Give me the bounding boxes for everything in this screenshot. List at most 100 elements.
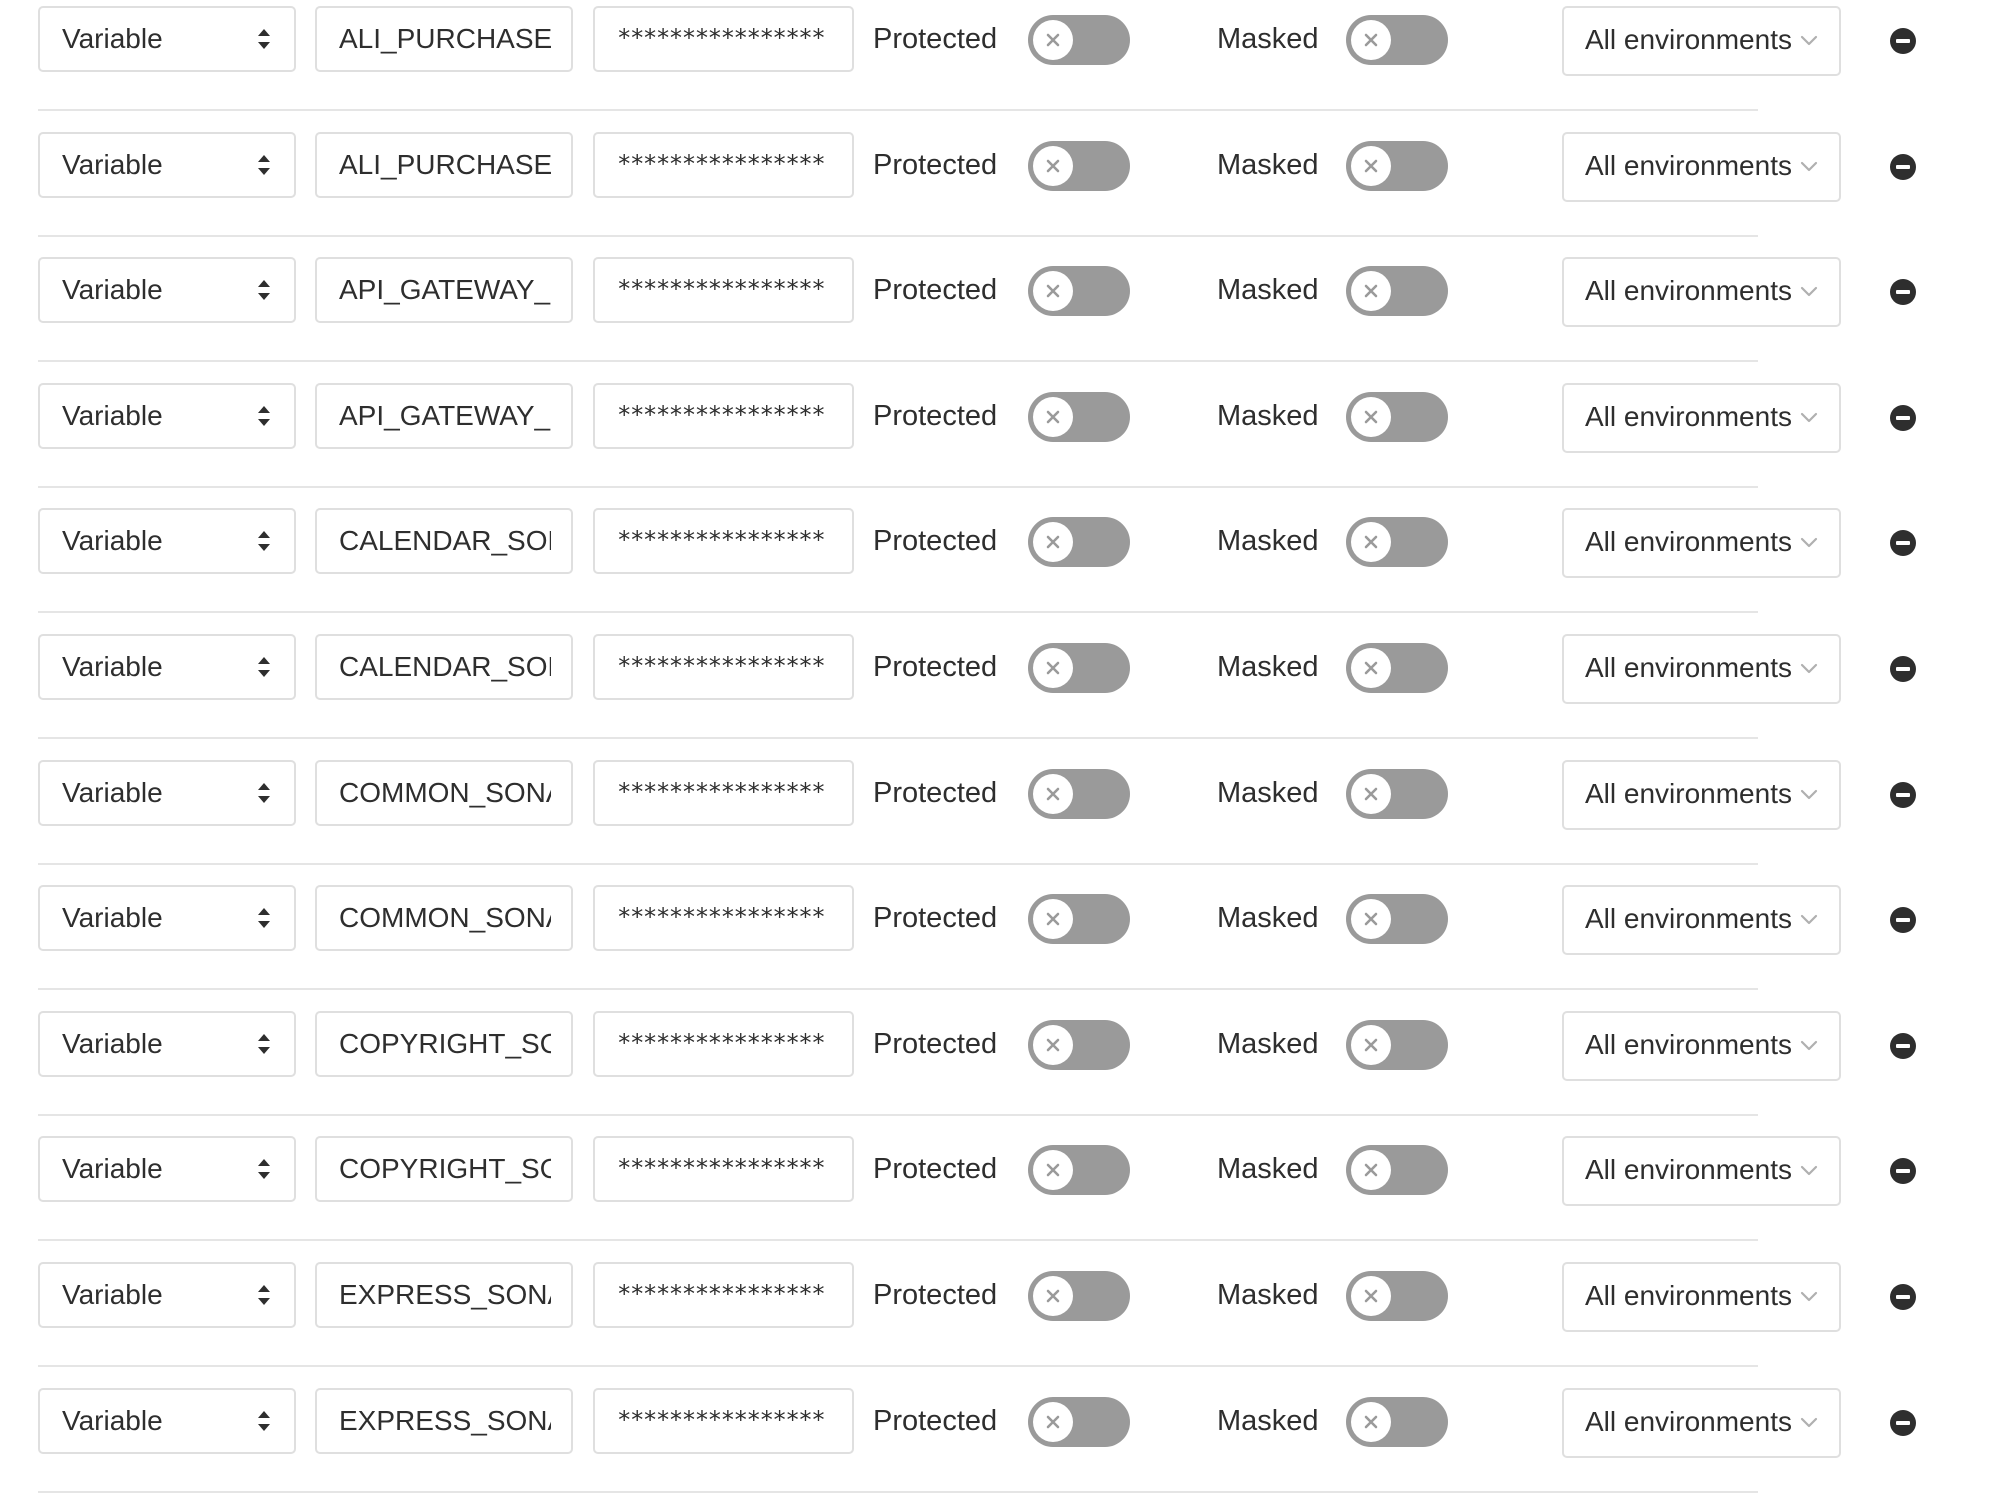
variable-type-select[interactable]: Variable <box>38 257 296 324</box>
masked-toggle[interactable] <box>1346 894 1448 945</box>
variable-type-select[interactable]: Variable <box>38 131 296 198</box>
protected-toggle[interactable] <box>1028 15 1130 65</box>
environment-scope-dropdown[interactable]: All environments <box>1562 257 1841 328</box>
variable-value-input[interactable]: **************** <box>593 382 854 449</box>
protected-toggle[interactable] <box>1028 642 1130 693</box>
variable-key-input[interactable]: ALI_PURCHASE_S <box>315 6 573 72</box>
variable-type-select[interactable]: Variable <box>38 382 296 449</box>
masked-toggle[interactable] <box>1346 266 1448 317</box>
environment-scope-dropdown[interactable]: All environments <box>1562 508 1841 579</box>
variable-value-input[interactable]: **************** <box>593 1261 854 1328</box>
variable-value-input[interactable]: **************** <box>593 1010 854 1077</box>
variable-type-select[interactable]: Variable <box>38 6 296 72</box>
remove-variable-button[interactable] <box>1890 655 1916 682</box>
environment-scope-dropdown[interactable]: All environments <box>1562 1136 1841 1207</box>
remove-variable-button[interactable] <box>1890 28 1916 54</box>
variable-type-select[interactable]: Variable <box>38 885 296 952</box>
variable-key-input[interactable]: EXPRESS_SONAI <box>315 1261 573 1328</box>
remove-variable-button[interactable] <box>1890 781 1916 808</box>
masked-toggle[interactable] <box>1346 517 1448 568</box>
masked-label: Masked <box>1217 902 1319 935</box>
variable-key-input[interactable]: COMMON_SONA <box>315 885 573 952</box>
protected-toggle[interactable] <box>1028 894 1130 945</box>
close-icon <box>1364 284 1378 298</box>
remove-variable-button[interactable] <box>1890 153 1916 180</box>
variable-key-value: ALI_PURCHASE_S <box>339 23 551 54</box>
sort-arrows-icon <box>258 1159 270 1180</box>
protected-toggle[interactable] <box>1028 1019 1130 1070</box>
variable-type-select[interactable]: Variable <box>38 1136 296 1203</box>
variable-key-input[interactable]: COPYRIGHT_SON <box>315 1136 573 1203</box>
chevron-down-icon <box>1800 1040 1818 1050</box>
close-icon <box>1046 536 1060 549</box>
protected-toggle[interactable] <box>1028 266 1130 317</box>
remove-variable-button[interactable] <box>1890 1283 1916 1310</box>
variable-key-input[interactable]: EXPRESS_SONAI <box>315 1387 573 1454</box>
variable-value-input[interactable]: **************** <box>593 885 854 952</box>
variable-key-input[interactable]: CALENDAR_SON <box>315 508 573 575</box>
variable-value-input[interactable]: **************** <box>593 6 854 72</box>
variable-type-select[interactable]: Variable <box>38 1387 296 1454</box>
masked-toggle[interactable] <box>1346 1396 1448 1447</box>
masked-toggle[interactable] <box>1346 391 1448 442</box>
masked-toggle[interactable] <box>1346 15 1448 65</box>
protected-toggle[interactable] <box>1028 1396 1130 1447</box>
toggle-knob <box>1033 522 1073 563</box>
variable-value-input[interactable]: **************** <box>593 1387 854 1454</box>
masked-toggle[interactable] <box>1346 642 1448 693</box>
variable-type-select[interactable]: Variable <box>38 633 296 700</box>
remove-variable-button[interactable] <box>1890 1032 1916 1059</box>
variable-row: Variable COPYRIGHT_SON **************** … <box>0 1005 2008 1131</box>
variable-key-input[interactable]: API_GATEWAY_SC <box>315 382 573 449</box>
protected-toggle[interactable] <box>1028 140 1130 191</box>
remove-variable-button[interactable] <box>1890 907 1916 934</box>
variable-type-select[interactable]: Variable <box>38 1010 296 1077</box>
variable-key-input[interactable]: ALI_PURCHASE_S <box>315 131 573 198</box>
masked-toggle[interactable] <box>1346 140 1448 191</box>
protected-toggle[interactable] <box>1028 1145 1130 1196</box>
masked-toggle[interactable] <box>1346 1145 1448 1196</box>
environment-scope-dropdown[interactable]: All environments <box>1562 131 1841 202</box>
environment-scope-dropdown[interactable]: All environments <box>1562 1261 1841 1332</box>
protected-label: Protected <box>873 525 998 558</box>
masked-toggle[interactable] <box>1346 768 1448 819</box>
protected-toggle[interactable] <box>1028 517 1130 568</box>
variable-value-input[interactable]: **************** <box>593 633 854 700</box>
environment-scope-value: All environments <box>1585 149 1792 181</box>
remove-variable-button[interactable] <box>1890 279 1916 306</box>
variable-value-input[interactable]: **************** <box>593 759 854 826</box>
remove-variable-button[interactable] <box>1890 1158 1916 1185</box>
environment-scope-dropdown[interactable]: All environments <box>1562 885 1841 956</box>
variable-type-select[interactable]: Variable <box>38 1261 296 1328</box>
remove-variable-button[interactable] <box>1890 404 1916 431</box>
protected-toggle[interactable] <box>1028 1270 1130 1321</box>
remove-circle-icon <box>1896 918 1910 923</box>
protected-toggle[interactable] <box>1028 768 1130 819</box>
remove-variable-button[interactable] <box>1890 530 1916 557</box>
variable-type-select[interactable]: Variable <box>38 759 296 826</box>
variable-value-input[interactable]: **************** <box>593 1136 854 1203</box>
environment-scope-dropdown[interactable]: All environments <box>1562 6 1841 76</box>
variable-value-input[interactable]: **************** <box>593 131 854 198</box>
environment-scope-value: All environments <box>1585 1028 1792 1060</box>
variable-value-input[interactable]: **************** <box>593 257 854 324</box>
variable-key-input[interactable]: COPYRIGHT_SON <box>315 1010 573 1077</box>
variable-key-input[interactable]: API_GATEWAY_SC <box>315 257 573 324</box>
masked-label: Masked <box>1217 1278 1319 1311</box>
row-divider <box>38 1364 1758 1367</box>
variable-key-input[interactable]: CALENDAR_SON <box>315 633 573 700</box>
close-icon <box>1046 787 1060 800</box>
protected-toggle[interactable] <box>1028 391 1130 442</box>
environment-scope-dropdown[interactable]: All environments <box>1562 1010 1841 1081</box>
remove-variable-button[interactable] <box>1890 1409 1916 1436</box>
masked-toggle[interactable] <box>1346 1019 1448 1070</box>
environment-scope-dropdown[interactable]: All environments <box>1562 759 1841 830</box>
environment-scope-dropdown[interactable]: All environments <box>1562 1387 1841 1458</box>
variable-type-select[interactable]: Variable <box>38 508 296 575</box>
masked-toggle[interactable] <box>1346 1270 1448 1321</box>
environment-scope-dropdown[interactable]: All environments <box>1562 633 1841 704</box>
variable-value-input[interactable]: **************** <box>593 508 854 575</box>
environment-scope-value: All environments <box>1585 777 1792 809</box>
variable-key-input[interactable]: COMMON_SONA <box>315 759 573 826</box>
environment-scope-dropdown[interactable]: All environments <box>1562 382 1841 453</box>
